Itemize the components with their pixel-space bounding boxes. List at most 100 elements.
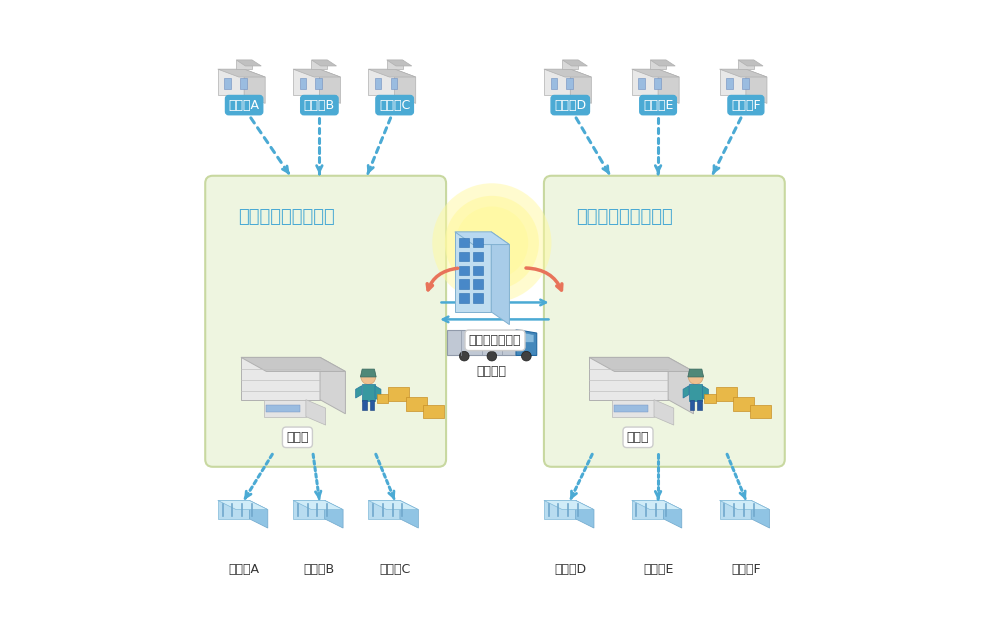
Polygon shape <box>663 500 682 528</box>
Polygon shape <box>387 60 412 66</box>
Polygon shape <box>368 69 395 96</box>
Text: 集荷元D: 集荷元D <box>554 99 586 112</box>
Bar <box>447 329 516 355</box>
Text: 集荷元C: 集荷元C <box>379 99 410 112</box>
Polygon shape <box>237 60 261 66</box>
Polygon shape <box>632 500 682 510</box>
Text: 幹線輸送: 幹線輸送 <box>477 365 507 378</box>
Bar <box>266 405 300 412</box>
Bar <box>473 266 482 275</box>
Polygon shape <box>355 386 361 398</box>
Polygon shape <box>454 232 491 312</box>
Polygon shape <box>218 69 245 96</box>
Polygon shape <box>544 500 594 510</box>
Polygon shape <box>544 500 575 519</box>
Text: 配送先F: 配送先F <box>731 563 760 576</box>
Polygon shape <box>738 60 763 66</box>
Text: 仕分け: 仕分け <box>627 431 649 444</box>
Polygon shape <box>293 69 341 77</box>
Polygon shape <box>751 500 769 528</box>
Polygon shape <box>562 60 578 69</box>
Polygon shape <box>306 399 326 425</box>
Circle shape <box>455 207 529 279</box>
Circle shape <box>361 370 375 384</box>
Bar <box>716 387 737 401</box>
Polygon shape <box>400 500 419 528</box>
Bar <box>459 252 468 261</box>
Bar <box>473 294 482 303</box>
Polygon shape <box>745 69 767 103</box>
Bar <box>362 400 367 410</box>
Polygon shape <box>218 69 265 77</box>
Text: 配送先B: 配送先B <box>304 563 335 576</box>
Circle shape <box>459 352 469 361</box>
Text: エリア共配センター: エリア共配センター <box>576 209 673 226</box>
Polygon shape <box>454 232 510 244</box>
Polygon shape <box>387 60 403 69</box>
Polygon shape <box>368 500 419 510</box>
Polygon shape <box>516 329 537 355</box>
Polygon shape <box>562 60 587 66</box>
Text: 集荷元F: 集荷元F <box>731 99 760 112</box>
Polygon shape <box>689 384 702 401</box>
Bar <box>690 400 694 410</box>
Polygon shape <box>312 60 337 66</box>
Bar <box>726 78 733 89</box>
Polygon shape <box>654 399 674 425</box>
Bar <box>241 78 247 89</box>
Polygon shape <box>218 500 249 519</box>
Bar <box>369 400 374 410</box>
Polygon shape <box>368 500 400 519</box>
Bar <box>388 387 410 401</box>
Text: 集荷元A: 集荷元A <box>229 99 259 112</box>
Polygon shape <box>263 399 306 416</box>
Circle shape <box>688 370 703 384</box>
Polygon shape <box>249 500 268 528</box>
Polygon shape <box>361 384 375 401</box>
Text: 集荷元E: 集荷元E <box>643 99 673 112</box>
Polygon shape <box>517 331 534 342</box>
Polygon shape <box>683 386 689 398</box>
Polygon shape <box>544 69 570 96</box>
Text: 作業・運行指示: 作業・運行指示 <box>468 334 522 347</box>
Polygon shape <box>293 500 344 510</box>
Text: 配送先E: 配送先E <box>643 563 673 576</box>
Bar <box>423 405 444 418</box>
Polygon shape <box>570 69 591 103</box>
Bar <box>459 280 468 289</box>
Bar <box>654 78 660 89</box>
Bar <box>697 400 702 410</box>
Polygon shape <box>650 60 666 69</box>
Bar <box>566 78 573 89</box>
Text: 配送先D: 配送先D <box>554 563 586 576</box>
Circle shape <box>433 183 551 302</box>
Bar <box>459 238 468 248</box>
Polygon shape <box>688 369 704 377</box>
Polygon shape <box>575 500 594 528</box>
Text: 配送先C: 配送先C <box>379 563 410 576</box>
Polygon shape <box>720 69 767 77</box>
Circle shape <box>522 352 532 361</box>
Polygon shape <box>632 69 658 96</box>
Bar <box>375 78 381 89</box>
Polygon shape <box>632 500 663 519</box>
Bar <box>750 405 771 418</box>
Bar <box>742 78 748 89</box>
Polygon shape <box>738 60 753 69</box>
Bar <box>705 394 716 403</box>
Polygon shape <box>312 60 328 69</box>
Bar <box>225 78 231 89</box>
Bar <box>550 78 557 89</box>
Bar <box>391 78 397 89</box>
Bar <box>459 294 468 303</box>
Polygon shape <box>658 69 679 103</box>
Bar <box>459 266 468 275</box>
Polygon shape <box>241 357 320 399</box>
Polygon shape <box>612 399 654 416</box>
Bar <box>377 394 388 403</box>
Polygon shape <box>218 500 268 510</box>
Text: 仕分け: 仕分け <box>286 431 309 444</box>
Bar <box>300 78 306 89</box>
Polygon shape <box>320 357 346 414</box>
Bar <box>473 252 482 261</box>
